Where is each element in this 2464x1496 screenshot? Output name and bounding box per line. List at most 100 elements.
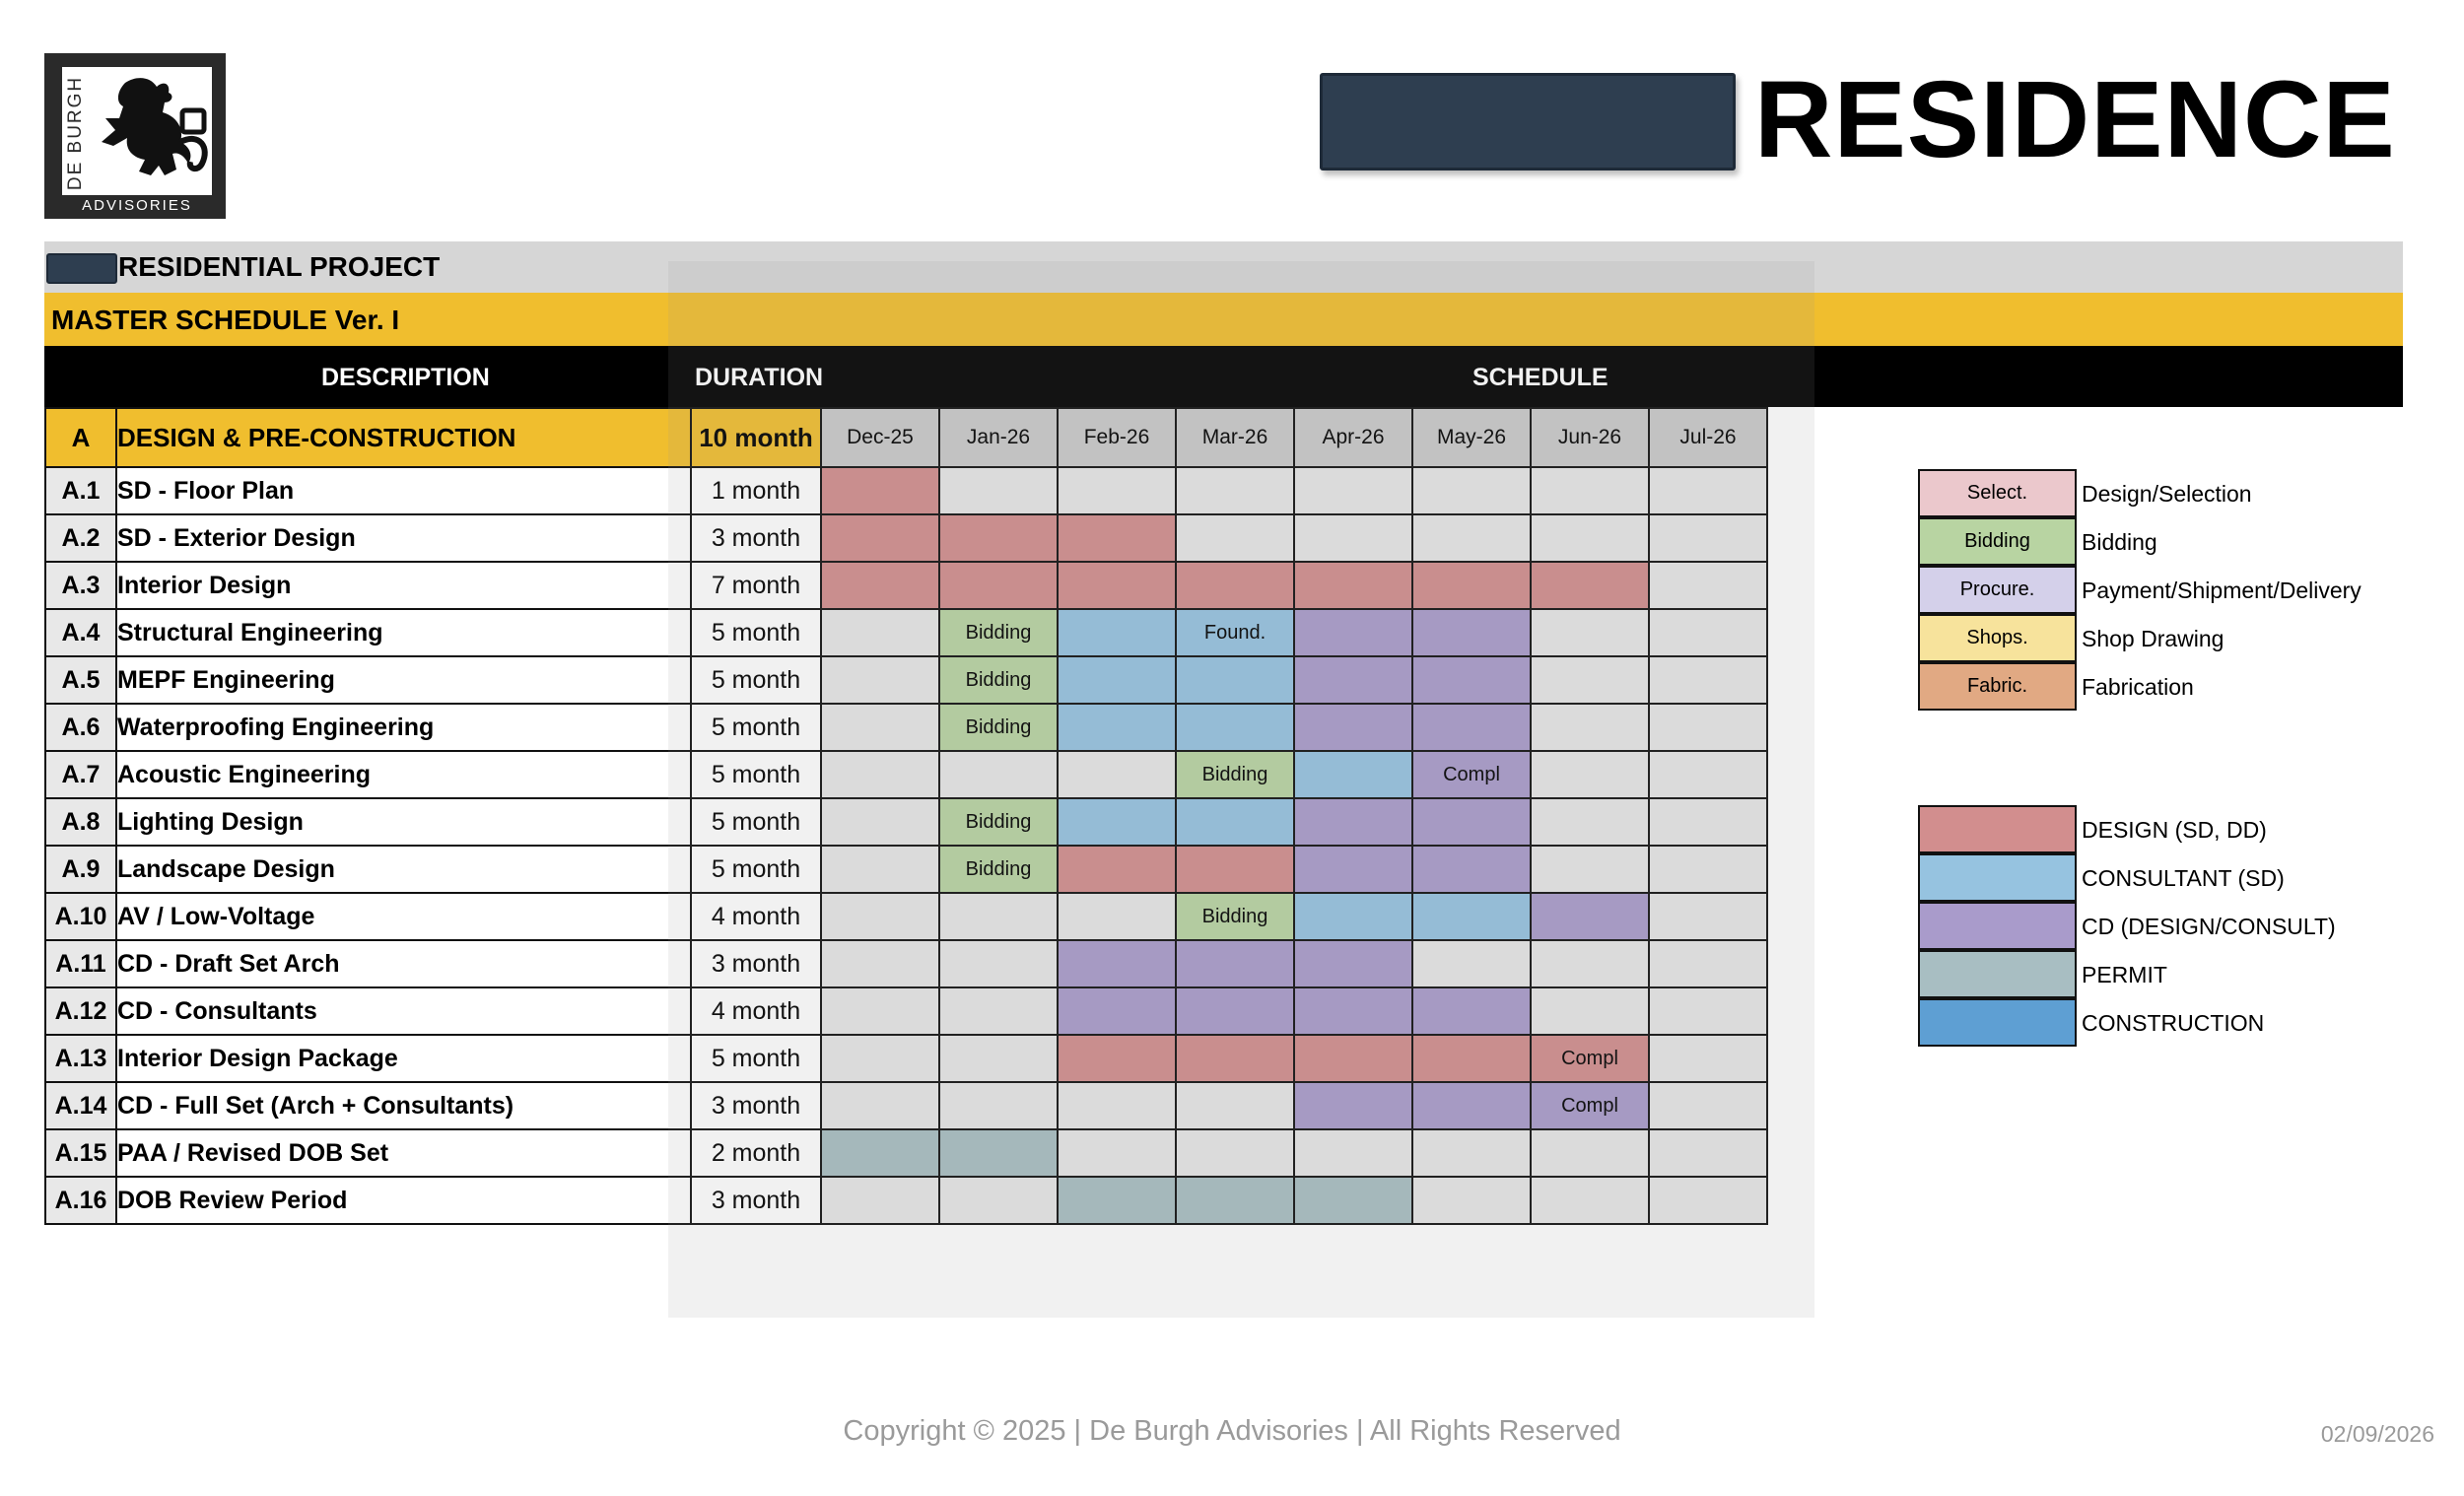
schedule-cell: [1057, 986, 1177, 1036]
legend-swatch: Procure.: [1918, 566, 2077, 614]
row-duration: 5 month: [690, 1034, 822, 1083]
schedule-cell: [1293, 986, 1413, 1036]
schedule-cell: [1648, 466, 1768, 515]
schedule-cell: Bidding: [938, 655, 1059, 705]
table-row: A.11 CD - Draft Set Arch 3 month: [44, 939, 1768, 988]
schedule-cell: [1648, 608, 1768, 657]
schedule-cell: [938, 1176, 1059, 1225]
row-duration: 5 month: [690, 797, 822, 847]
legend-item: PERMIT: [1918, 950, 2430, 998]
schedule-cell: [1530, 892, 1650, 941]
schedule-cell: [1293, 1128, 1413, 1178]
legend-label: Fabrication: [2082, 674, 2194, 700]
legend-label: Shop Drawing: [2082, 626, 2224, 651]
schedule-cell: Bidding: [1175, 750, 1295, 799]
row-description: Interior Design: [115, 561, 692, 610]
row-id: A.3: [44, 561, 117, 610]
schedule-cell: [1530, 608, 1650, 657]
schedule-cell: [820, 1034, 940, 1083]
legend-swatch: Shops.: [1918, 614, 2077, 662]
schedule-cell: [938, 1081, 1059, 1130]
month-header: Dec-25: [820, 407, 940, 468]
schedule-cell: [1175, 703, 1295, 752]
legend-label: CONSULTANT (SD): [2082, 865, 2285, 891]
schedule-cell: [1175, 1128, 1295, 1178]
table-row: A.4 Structural Engineering 5 month Bidding F…: [44, 608, 1768, 657]
redacted-name-block: [1320, 73, 1736, 170]
schedule-cell: [1530, 939, 1650, 988]
logo-name-text: DE BURGH: [65, 75, 86, 191]
row-duration: 3 month: [690, 939, 822, 988]
schedule-cell: [1411, 608, 1532, 657]
schedule-cell: Bidding: [1175, 892, 1295, 941]
schedule-cell: [1530, 1176, 1650, 1225]
schedule-cell: [1411, 1081, 1532, 1130]
schedule-table: A DESIGN & PRE-CONSTRUCTION 10 month Dec…: [44, 407, 1768, 1225]
schedule-cell: [1648, 1128, 1768, 1178]
logo-company-text: ADVISORIES: [62, 195, 212, 217]
row-description: Acoustic Engineering: [115, 750, 692, 799]
schedule-cell: [1057, 1128, 1177, 1178]
logo-vertical-text: DE BURGH: [64, 67, 88, 207]
schedule-cell: [1648, 845, 1768, 894]
month-header: Feb-26: [1057, 407, 1177, 468]
row-duration: 2 month: [690, 1128, 822, 1178]
schedule-cell: [820, 561, 940, 610]
schedule-cell: [1293, 513, 1413, 563]
schedule-cell: [1293, 845, 1413, 894]
schedule-cell: [1411, 892, 1532, 941]
schedule-cell: [1057, 892, 1177, 941]
schedule-cell: [1648, 1176, 1768, 1225]
row-id: A.7: [44, 750, 117, 799]
legend-item: Shops. Shop Drawing: [1918, 614, 2430, 662]
schedule-cell: [1411, 939, 1532, 988]
schedule-cell: [1293, 561, 1413, 610]
table-row: A.1 SD - Floor Plan 1 month: [44, 466, 1768, 515]
schedule-cell: [1648, 1034, 1768, 1083]
schedule-cell: [1175, 466, 1295, 515]
schedule-cell: [938, 750, 1059, 799]
company-logo: DE BURGH ADVISORIES: [44, 53, 226, 219]
section-row: A DESIGN & PRE-CONSTRUCTION 10 month Dec…: [44, 407, 1768, 468]
schedule-cell: [938, 561, 1059, 610]
row-id: A.13: [44, 1034, 117, 1083]
project-title: RESIDENTIAL PROJECT: [118, 251, 441, 282]
schedule-cell: [1530, 845, 1650, 894]
schedule-cell: [820, 845, 940, 894]
month-header: May-26: [1411, 407, 1532, 468]
schedule-cell: [1175, 561, 1295, 610]
schedule-cell: [820, 608, 940, 657]
document-date: 02/09/2026: [2320, 1421, 2434, 1447]
schedule-cell: [1293, 703, 1413, 752]
schedule-cell: [1057, 608, 1177, 657]
row-duration: 1 month: [690, 466, 822, 515]
row-duration: 4 month: [690, 986, 822, 1036]
schedule-cell: [820, 1128, 940, 1178]
schedule-cell: [1175, 797, 1295, 847]
schedule-cell: [1293, 655, 1413, 705]
table-row: A.15 PAA / Revised DOB Set 2 month: [44, 1128, 1768, 1178]
table-row: A.12 CD - Consultants 4 month: [44, 986, 1768, 1036]
schedule-cell: [1293, 892, 1413, 941]
schedule-cell: [1057, 1176, 1177, 1225]
table-row: A.14 CD - Full Set (Arch + Consultants) 3 …: [44, 1081, 1768, 1130]
schedule-cell: [1057, 513, 1177, 563]
row-duration: 3 month: [690, 1081, 822, 1130]
row-id: A.15: [44, 1128, 117, 1178]
schedule-cell: Bidding: [938, 845, 1059, 894]
row-description: PAA / Revised DOB Set: [115, 1128, 692, 1178]
schedule-cell: Bidding: [938, 797, 1059, 847]
schedule-cell: Bidding: [938, 703, 1059, 752]
row-id: A.4: [44, 608, 117, 657]
copyright-text: Copyright © 2025 | De Burgh Advisories |…: [843, 1415, 1621, 1447]
row-duration: 3 month: [690, 513, 822, 563]
schedule-cell: [1057, 1034, 1177, 1083]
schedule-cell: [1648, 1081, 1768, 1130]
schedule-cell: [1530, 513, 1650, 563]
schedule-header: SCHEDULE: [1472, 364, 1608, 391]
section-title: DESIGN & PRE-CONSTRUCTION: [115, 407, 692, 468]
schedule-band: [44, 293, 2403, 346]
schedule-cell: [1411, 655, 1532, 705]
schedule-cell: [820, 655, 940, 705]
row-id: A.5: [44, 655, 117, 705]
